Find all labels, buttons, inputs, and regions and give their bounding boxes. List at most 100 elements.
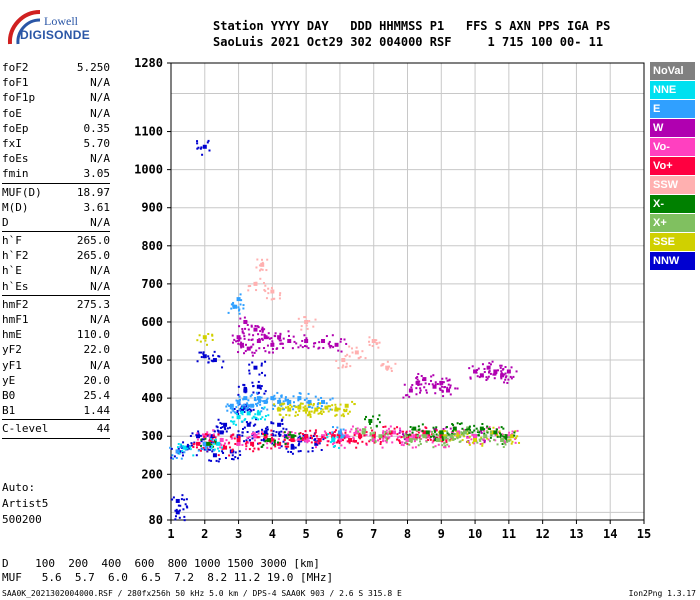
data-point-vo [343, 437, 346, 440]
param-value: N/A [90, 76, 110, 90]
data-point-vo [208, 435, 211, 438]
data-point-vo [219, 438, 224, 443]
data-point-e [201, 448, 204, 451]
artist-code: 500200 [2, 513, 42, 526]
data-point-nne [327, 433, 330, 436]
data-point-ssw [253, 281, 258, 286]
data-point-ssw [394, 362, 397, 365]
data-point-x [204, 437, 207, 440]
data-point-x [286, 437, 289, 440]
data-point-nnw [272, 434, 275, 437]
data-point-nnw [275, 431, 278, 434]
data-point-x [200, 438, 203, 441]
data-point-nnw [207, 139, 210, 142]
data-point-w [515, 370, 518, 373]
data-point-vo [265, 435, 268, 438]
data-point-e [227, 311, 230, 314]
data-point-nne [215, 438, 218, 441]
data-point-nnw [177, 504, 180, 507]
data-point-w [418, 380, 421, 383]
data-point-e [331, 397, 334, 400]
data-point-nnw [280, 430, 283, 433]
data-point-x [199, 444, 202, 447]
data-point-w [235, 340, 238, 343]
data-point-nnw [212, 453, 217, 458]
data-point-w [261, 326, 264, 329]
data-point-w [494, 373, 497, 376]
data-point-nnw [191, 432, 194, 435]
data-point-w [501, 368, 504, 371]
data-point-w [263, 328, 266, 331]
data-point-vo [230, 450, 233, 453]
data-point-e [232, 304, 235, 307]
data-point-vo [328, 431, 331, 434]
data-point-w [454, 387, 457, 390]
data-point-vo [501, 433, 504, 436]
data-point-x [499, 434, 502, 437]
data-point-w [254, 324, 257, 327]
data-point-nnw [237, 393, 240, 396]
data-point-nnw [206, 434, 209, 437]
data-point-e [175, 456, 178, 459]
data-point-w [255, 349, 258, 352]
data-point-w [250, 345, 253, 348]
data-point-x [505, 437, 508, 440]
data-point-nnw [299, 450, 302, 453]
data-point-vo [371, 429, 374, 432]
data-point-x [294, 434, 297, 437]
data-point-nnw [244, 391, 247, 394]
data-point-x [446, 443, 449, 446]
data-point-e [237, 306, 240, 309]
data-point-vo [439, 434, 444, 439]
data-point-nne [252, 415, 255, 418]
data-point-e [252, 403, 255, 406]
data-point-w [442, 395, 445, 398]
data-point-sse [318, 402, 321, 405]
data-point-ssw [371, 339, 376, 344]
data-point-w [500, 373, 505, 378]
data-point-x [403, 436, 406, 439]
data-point-sse [456, 432, 459, 435]
data-point-nnw [216, 426, 219, 429]
data-point-nne [267, 414, 270, 417]
data-point-nnw [183, 498, 186, 501]
data-point-ssw [265, 297, 268, 300]
data-point-x [441, 444, 444, 447]
data-point-nnw [193, 441, 196, 444]
data-point-vo [341, 439, 344, 442]
data-point-sse [468, 443, 471, 446]
data-point-e [299, 392, 302, 395]
data-point-x [425, 440, 428, 443]
data-point-nnw [272, 430, 275, 433]
data-point-e [204, 442, 207, 445]
data-point-nne [240, 411, 243, 414]
data-point-x [449, 434, 454, 439]
data-point-x [467, 429, 470, 432]
data-point-nnw [264, 390, 267, 393]
data-point-w [231, 334, 234, 337]
data-point-nnw [181, 446, 184, 449]
param-value: N/A [90, 279, 110, 293]
data-point-nne [331, 436, 334, 439]
data-point-w [263, 335, 268, 340]
data-point-sse [498, 430, 501, 433]
y-tick-label: 1100 [134, 125, 163, 139]
data-point-sse [342, 415, 345, 418]
param-value: N/A [90, 313, 110, 326]
data-point-nnw [201, 153, 204, 156]
data-point-vo [379, 443, 382, 446]
data-point-vo [400, 430, 403, 433]
data-point-x [364, 429, 367, 432]
data-point-x [451, 432, 454, 435]
data-point-x [290, 434, 295, 439]
data-point-nnw [217, 460, 220, 463]
data-point-sse [334, 409, 337, 412]
data-point-ssw [300, 325, 303, 328]
param-name: C-level [2, 422, 49, 436]
data-point-x [421, 430, 424, 433]
data-point-vo [379, 437, 382, 440]
data-point-nnw [213, 360, 216, 363]
data-point-x [417, 425, 420, 428]
data-point-vo [385, 441, 388, 444]
data-point-w [495, 372, 498, 375]
